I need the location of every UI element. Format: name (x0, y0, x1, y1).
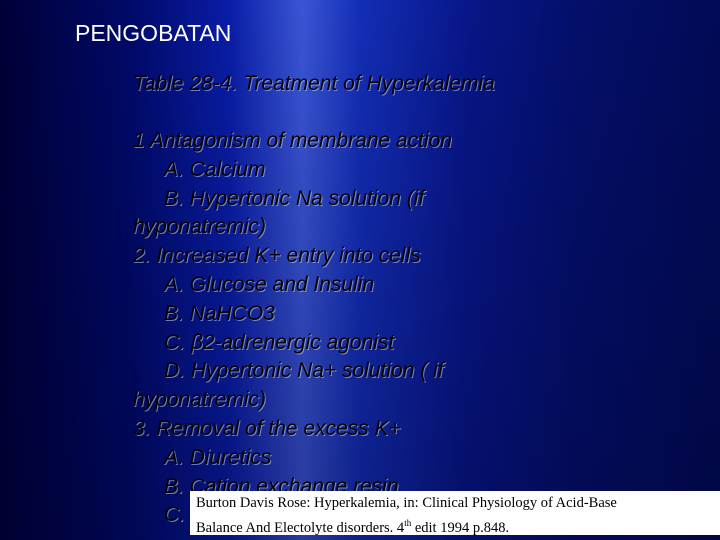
body-line: A. Diuretics (164, 445, 272, 469)
body-line: 2. Increased K+ entry into cells (133, 244, 421, 268)
citation: Burton Davis Rose: Hyperkalemia, in: Cli… (190, 491, 720, 538)
body-line: 3. Removal of the excess K+ (133, 417, 401, 440)
citation-text: edit 1994 p.848. (411, 519, 510, 536)
body-line: A. Calcium (164, 157, 266, 181)
body-line: A. Glucose and Insulin (164, 273, 375, 296)
citation-line: Balance And Electolyte disorders. 4th ed… (196, 513, 714, 538)
body-line: B. Hypertonic Na solution (if (164, 186, 425, 210)
superscript: th (404, 518, 412, 528)
body-line: 1 Antagonism of membrane action (133, 129, 453, 152)
slide-title: PENGOBATAN (75, 20, 232, 46)
body-line: hyponatremic) (133, 388, 267, 412)
body-line: D. Hypertonic Na+ solution ( if (164, 359, 444, 383)
body-line: C. (164, 503, 185, 527)
body-line: B. NaHCO3 (164, 301, 275, 325)
body-line: hyponatremic) (133, 215, 267, 239)
body-line: C. β2-adrenergic agonist (164, 330, 395, 354)
subtitle: Table 28-4. Treatment of Hyperkalemia (133, 72, 495, 95)
citation-line: Burton Davis Rose: Hyperkalemia, in: Cli… (196, 495, 617, 511)
citation-text: Balance And Electolyte disorders. 4 (196, 519, 405, 536)
